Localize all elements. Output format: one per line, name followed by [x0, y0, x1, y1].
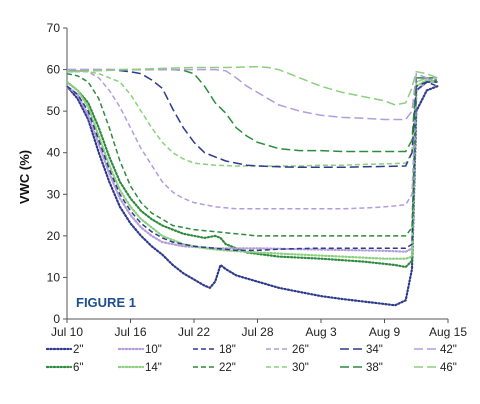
legend-label: 14" — [145, 362, 162, 374]
y-tick-label: 0 — [53, 312, 60, 326]
legend: 2" 6" 10" 14" 18" 22" 26" 30" 34" 38" 42" 46" — [45, 344, 457, 374]
x-tick-label: Jul 10 — [51, 325, 83, 339]
legend-label: 18" — [219, 344, 236, 356]
series-line — [66, 68, 438, 153]
legend-label: 38" — [366, 362, 383, 374]
legend-label: 26" — [292, 344, 309, 356]
series-line — [65, 80, 439, 253]
legend-label: 34" — [366, 344, 383, 356]
series-line — [66, 65, 438, 106]
y-tick-label: 20 — [47, 229, 61, 243]
legend-label: 6" — [73, 362, 83, 374]
series-line — [65, 78, 439, 269]
y-axis-label: VWC (%) — [17, 150, 32, 204]
x-tick-label: Jul 28 — [241, 325, 273, 339]
legend-label: 46" — [440, 362, 457, 374]
x-tick-label: Aug 3 — [305, 325, 337, 339]
x-tick-label: Aug 9 — [369, 325, 401, 339]
legend-label: 2" — [73, 344, 83, 356]
legend-label: 22" — [219, 362, 236, 374]
x-tick-label: Jul 22 — [178, 325, 210, 339]
y-tick-label: 70 — [47, 21, 61, 35]
y-tick-label: 60 — [47, 63, 61, 77]
figure-annotation: FIGURE 1 — [76, 295, 136, 310]
x-tick-label: Aug 15 — [429, 325, 467, 339]
y-tick-label: 40 — [47, 146, 61, 160]
series-line — [66, 72, 438, 237]
series-line — [65, 78, 439, 260]
series-line — [67, 70, 438, 167]
series-lines — [65, 65, 439, 307]
y-tick-label: 10 — [47, 270, 61, 284]
series-line — [67, 68, 438, 169]
x-tick-label: Jul 16 — [114, 325, 146, 339]
legend-label: 10" — [145, 344, 162, 356]
y-tick-label: 30 — [47, 187, 61, 201]
series-line — [66, 81, 438, 252]
series-line — [67, 68, 438, 121]
series-line — [65, 85, 439, 307]
y-tick-label: 50 — [47, 104, 61, 118]
legend-label: 42" — [440, 344, 457, 356]
axes: 0 10 20 30 40 50 60 70 Jul 10 Jul 16 Jul 22 Jul 28 A… — [47, 21, 468, 339]
legend-label: 30" — [292, 362, 309, 374]
